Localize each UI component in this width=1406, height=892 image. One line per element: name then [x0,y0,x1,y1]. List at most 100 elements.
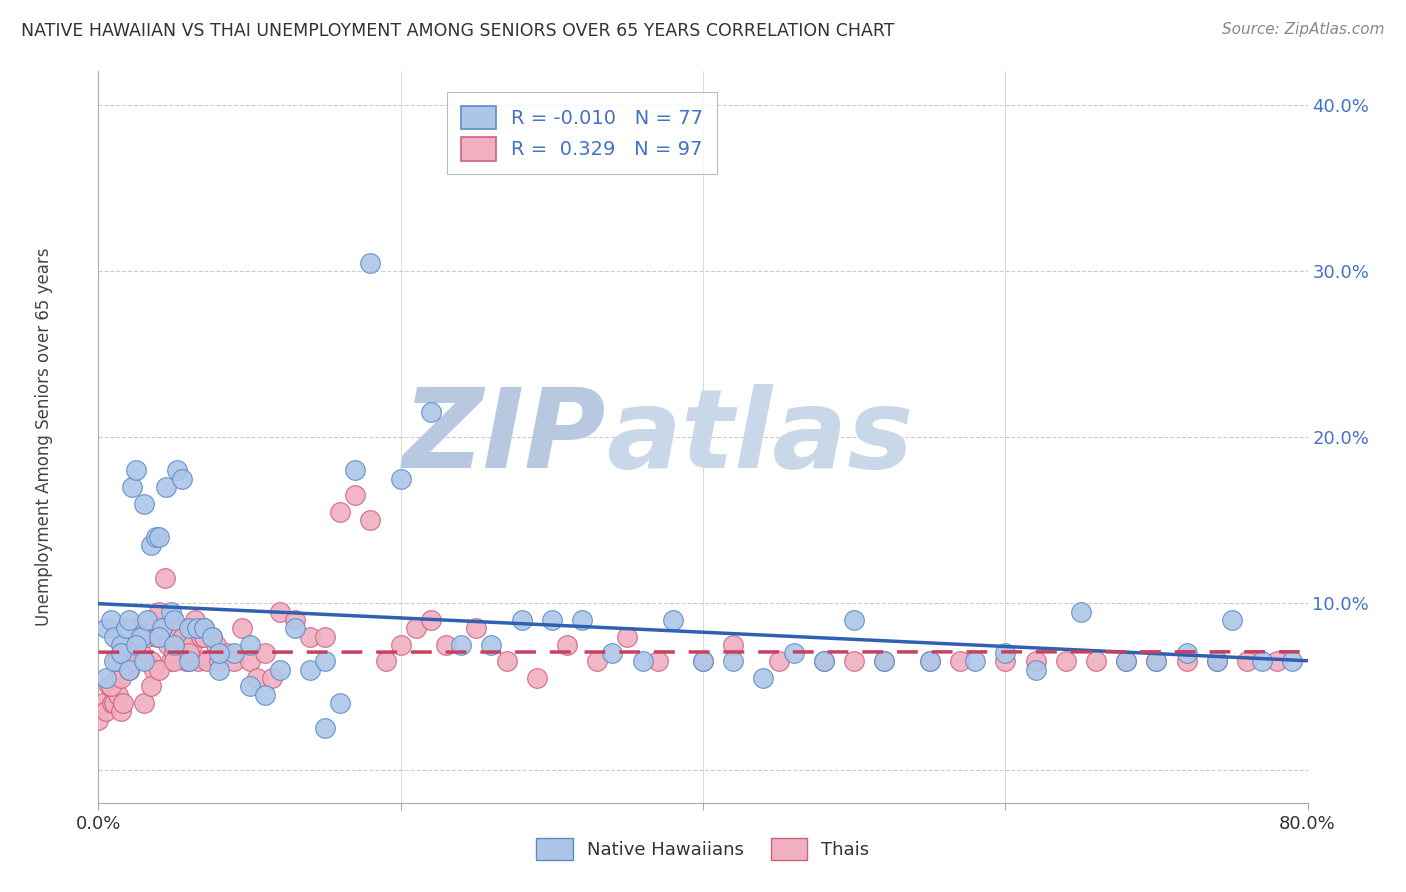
Point [1175,655,1198,669]
Point [141,538,163,552]
Point [1251,655,1274,669]
Point [1267,655,1289,669]
Point [150,621,173,635]
Point [110,646,132,660]
Point [135,613,157,627]
Point [179,646,201,660]
Text: Source: ZipAtlas.com: Source: ZipAtlas.com [1222,22,1385,37]
Point [299,630,322,644]
Point [121,480,143,494]
Point [129,630,152,644]
Point [186,621,208,635]
Point [179,655,201,669]
Point [1220,613,1243,627]
Point [148,530,170,544]
Point [94,671,117,685]
Point [994,655,1017,669]
Point [231,621,253,635]
Point [132,696,155,710]
Point [163,646,186,660]
Point [100,680,122,694]
Point [918,655,941,669]
Point [329,696,352,710]
Point [1236,655,1258,669]
Point [187,655,209,669]
Point [360,513,382,527]
Point [1085,655,1108,669]
Point [110,638,132,652]
Point [510,613,533,627]
Point [1144,655,1167,669]
Point [125,655,148,669]
Point [844,655,866,669]
Point [965,655,987,669]
Point [586,655,609,669]
Point [107,688,129,702]
Point [284,613,307,627]
Point [284,621,307,635]
Point [208,646,231,660]
Point [132,497,155,511]
Point [205,638,228,652]
Point [918,655,941,669]
Point [163,638,186,652]
Point [246,671,269,685]
Point [1206,655,1229,669]
Point [540,613,562,627]
Point [190,630,212,644]
Point [253,646,276,660]
Point [103,630,125,644]
Point [389,472,412,486]
Point [994,646,1017,660]
Point [1115,655,1137,669]
Point [118,663,141,677]
Point [118,613,141,627]
Point [631,655,654,669]
Point [128,621,150,635]
Point [100,613,122,627]
Point [208,663,231,677]
Text: atlas: atlas [606,384,914,491]
Point [1070,605,1092,619]
Point [174,655,197,669]
Point [329,505,352,519]
Point [1281,655,1303,669]
Point [616,630,638,644]
Point [101,696,124,710]
Point [465,621,488,635]
Point [873,655,896,669]
Point [166,463,188,477]
Point [201,630,224,644]
Point [110,671,132,685]
Point [118,663,141,677]
Point [723,655,745,669]
Point [224,646,246,660]
Point [813,655,835,669]
Point [571,613,593,627]
Point [201,630,224,644]
Point [215,646,238,660]
Point [224,655,246,669]
Point [148,663,170,677]
Point [299,663,322,677]
Point [1115,655,1137,669]
Point [105,671,128,685]
Point [145,530,167,544]
Point [873,655,896,669]
Point [160,605,183,619]
Point [87,713,110,727]
Point [647,655,669,669]
Legend: Native Hawaiians, Thais: Native Hawaiians, Thais [529,830,877,867]
Point [692,655,714,669]
Point [94,705,117,719]
Point [239,638,262,652]
Point [314,721,336,735]
Point [389,638,412,652]
Point [132,655,155,669]
Point [1175,646,1198,660]
Point [156,638,179,652]
Point [150,621,173,635]
Point [949,655,972,669]
Point [661,613,683,627]
Point [193,630,215,644]
